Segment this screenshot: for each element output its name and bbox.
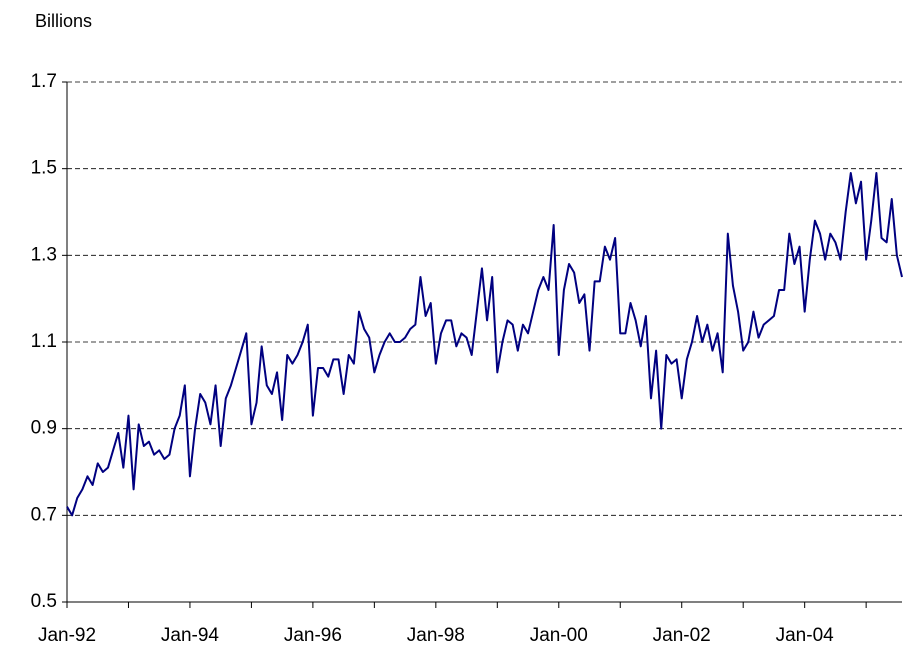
y-tick-label: 1.7 xyxy=(31,71,57,92)
x-tick-label: Jan-02 xyxy=(653,625,711,646)
data-line xyxy=(66,172,903,517)
y-tick-label: 1.5 xyxy=(31,158,57,179)
x-tick-label: Jan-04 xyxy=(776,625,835,646)
x-tick-label: Jan-92 xyxy=(38,625,96,646)
y-tick-label: 0.9 xyxy=(31,418,57,439)
x-tick-label: Jan-94 xyxy=(161,625,220,646)
y-tick-label: 0.7 xyxy=(31,504,57,525)
y-axis-label: Billions xyxy=(35,11,92,31)
y-tick-label: 1.1 xyxy=(31,331,57,352)
y-tick-label: 0.5 xyxy=(31,591,57,612)
x-tick-label: Jan-00 xyxy=(530,625,588,646)
y-tick-label: 1.3 xyxy=(31,244,57,265)
x-tick-label: Jan-98 xyxy=(407,625,465,646)
x-tick-label: Jan-96 xyxy=(284,625,342,646)
